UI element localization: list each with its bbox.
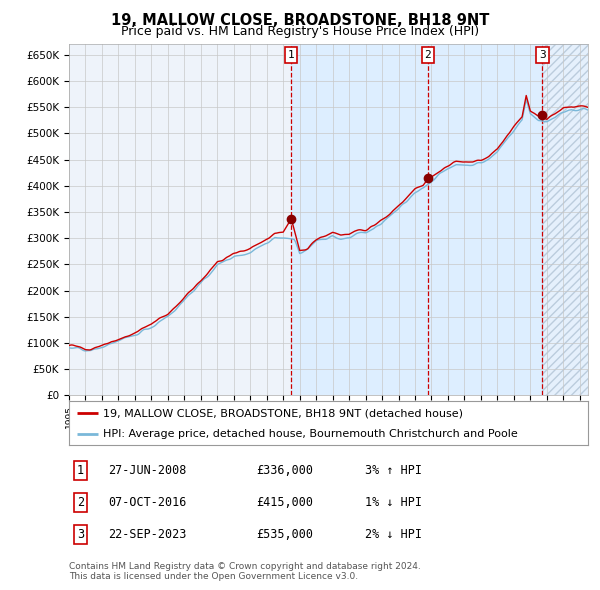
Text: £415,000: £415,000 bbox=[256, 496, 313, 509]
Text: 3% ↑ HPI: 3% ↑ HPI bbox=[365, 464, 422, 477]
Text: HPI: Average price, detached house, Bournemouth Christchurch and Poole: HPI: Average price, detached house, Bour… bbox=[103, 428, 517, 438]
Text: 1: 1 bbox=[77, 464, 84, 477]
Text: 3: 3 bbox=[77, 528, 84, 541]
Text: £535,000: £535,000 bbox=[256, 528, 313, 541]
Text: 1% ↓ HPI: 1% ↓ HPI bbox=[365, 496, 422, 509]
Text: 27-JUN-2008: 27-JUN-2008 bbox=[108, 464, 187, 477]
Text: Price paid vs. HM Land Registry's House Price Index (HPI): Price paid vs. HM Land Registry's House … bbox=[121, 25, 479, 38]
Text: 07-OCT-2016: 07-OCT-2016 bbox=[108, 496, 187, 509]
Text: 19, MALLOW CLOSE, BROADSTONE, BH18 9NT (detached house): 19, MALLOW CLOSE, BROADSTONE, BH18 9NT (… bbox=[103, 408, 463, 418]
Text: £336,000: £336,000 bbox=[256, 464, 313, 477]
Bar bbox=[542, 44, 588, 395]
Text: 2: 2 bbox=[77, 496, 84, 509]
Text: 19, MALLOW CLOSE, BROADSTONE, BH18 9NT: 19, MALLOW CLOSE, BROADSTONE, BH18 9NT bbox=[111, 13, 489, 28]
Text: 22-SEP-2023: 22-SEP-2023 bbox=[108, 528, 187, 541]
Text: Contains HM Land Registry data © Crown copyright and database right 2024.
This d: Contains HM Land Registry data © Crown c… bbox=[69, 562, 421, 581]
Text: 2% ↓ HPI: 2% ↓ HPI bbox=[365, 528, 422, 541]
Bar bbox=[291, 44, 542, 395]
Text: 3: 3 bbox=[539, 50, 546, 60]
Text: 2: 2 bbox=[424, 50, 431, 60]
Bar bbox=[542, 44, 588, 395]
Text: 1: 1 bbox=[288, 50, 295, 60]
